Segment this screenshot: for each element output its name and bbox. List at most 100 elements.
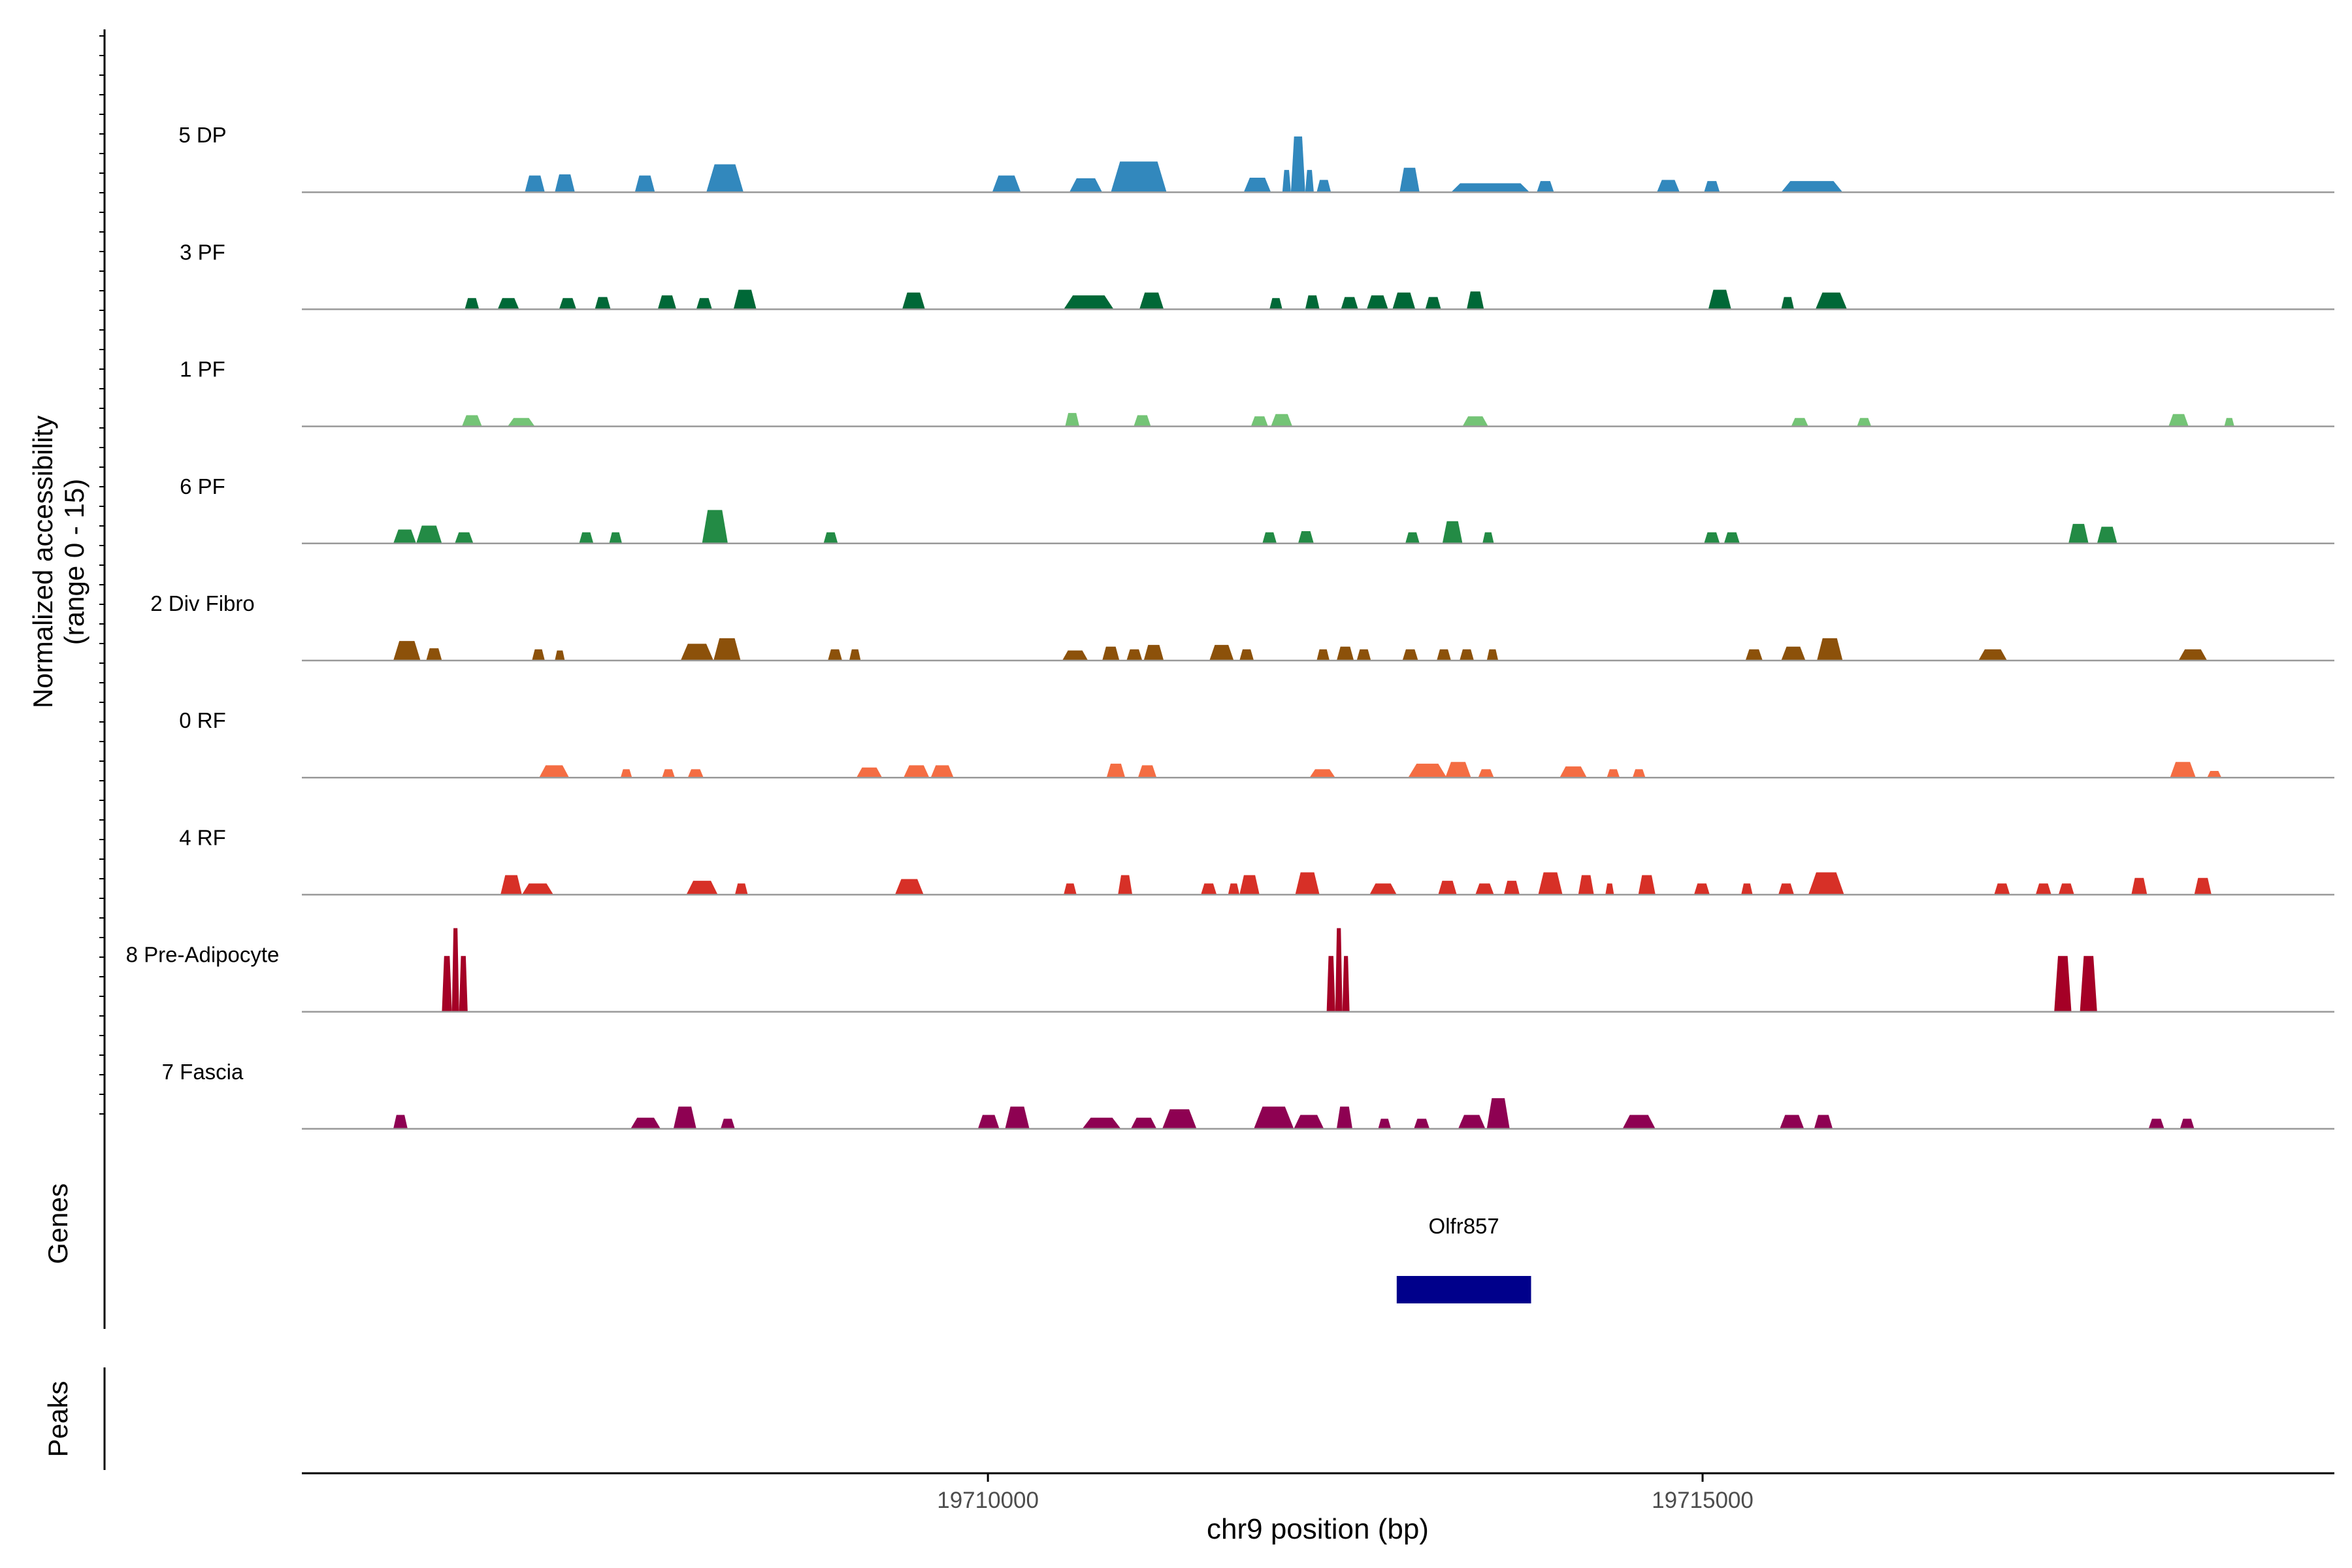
accessibility-peak bbox=[1780, 1115, 1805, 1129]
accessibility-peak bbox=[455, 532, 474, 544]
accessibility-peak bbox=[630, 1117, 661, 1129]
accessibility-peak bbox=[451, 928, 459, 1012]
accessibility-peak bbox=[1657, 180, 1680, 193]
accessibility-peak bbox=[1605, 883, 1614, 895]
accessibility-peak bbox=[1399, 167, 1420, 193]
accessibility-peak bbox=[696, 298, 712, 310]
gene-body bbox=[1396, 1276, 1531, 1303]
accessibility-peak bbox=[1305, 170, 1314, 193]
accessibility-peak bbox=[1102, 646, 1120, 661]
peaks-panel-label: Peaks bbox=[42, 1381, 73, 1458]
accessibility-peak bbox=[687, 769, 704, 778]
track-label: 2 Div Fibro bbox=[150, 591, 255, 615]
accessibility-peak bbox=[2068, 523, 2089, 544]
accessibility-peak bbox=[2194, 877, 2212, 895]
accessibility-peak bbox=[1064, 295, 1114, 310]
accessibility-peak bbox=[1062, 650, 1088, 661]
accessibility-peak bbox=[1143, 645, 1164, 661]
accessibility-peak bbox=[1336, 1106, 1352, 1129]
track-label: 7 Fascia bbox=[162, 1060, 244, 1084]
accessibility-peak bbox=[1978, 649, 2007, 661]
accessibility-peak bbox=[702, 510, 728, 544]
coverage-tracks: 5 DP 3 PF 1 PF 6 PF 2 Div Fibro 0 RF 4 RF 8 Pre… bbox=[126, 123, 2334, 1130]
accessibility-peak bbox=[2170, 762, 2196, 778]
accessibility-peak bbox=[856, 767, 883, 778]
accessibility-peak bbox=[1475, 883, 1494, 895]
accessibility-peak bbox=[1817, 638, 1843, 661]
accessibility-peak bbox=[1369, 883, 1397, 895]
accessibility-peak bbox=[1994, 883, 2010, 895]
accessibility-peak bbox=[1250, 416, 1268, 427]
accessibility-peak bbox=[1342, 956, 1350, 1012]
accessibility-peak bbox=[1295, 872, 1320, 895]
accessibility-peak bbox=[1578, 875, 1594, 895]
accessibility-peak bbox=[1438, 881, 1457, 895]
accessibility-peak bbox=[977, 1115, 1000, 1129]
accessibility-peak bbox=[1064, 883, 1077, 895]
accessibility-peak bbox=[1442, 521, 1463, 544]
accessibility-peak bbox=[1290, 136, 1305, 193]
accessibility-peak bbox=[459, 956, 468, 1012]
accessibility-peak bbox=[733, 289, 757, 310]
accessibility-peak bbox=[902, 292, 925, 310]
x-tick-label: 19715000 bbox=[1652, 1488, 1754, 1513]
accessibility-peak bbox=[1425, 297, 1441, 310]
accessibility-peak bbox=[1693, 883, 1710, 895]
accessibility-peak bbox=[393, 1115, 408, 1129]
accessibility-peak bbox=[662, 769, 675, 778]
accessibility-peak bbox=[1607, 769, 1620, 778]
accessibility-peak bbox=[2180, 1119, 2195, 1129]
accessibility-peak bbox=[1467, 291, 1484, 310]
track-4-rf: 4 RF bbox=[179, 825, 2334, 896]
accessibility-peak bbox=[1269, 298, 1282, 310]
accessibility-peak bbox=[508, 417, 535, 427]
track-label: 8 Pre-Adipocyte bbox=[126, 943, 280, 967]
accessibility-peak bbox=[1137, 765, 1157, 778]
x-axis: 19710000 19715000 bbox=[302, 1472, 2334, 1513]
accessibility-peak bbox=[1402, 649, 1418, 661]
accessibility-peak bbox=[497, 298, 519, 310]
accessibility-peak bbox=[1082, 1117, 1121, 1129]
accessibility-peak bbox=[1408, 763, 1447, 778]
accessibility-peak bbox=[595, 297, 611, 310]
track-label: 0 RF bbox=[179, 708, 226, 732]
accessibility-peak bbox=[2080, 956, 2097, 1012]
accessibility-peak bbox=[2168, 414, 2189, 427]
accessibility-peak bbox=[1638, 875, 1656, 895]
accessibility-peak bbox=[1209, 645, 1234, 661]
accessibility-peak bbox=[894, 879, 924, 895]
accessibility-peak bbox=[680, 644, 714, 661]
accessibility-peak bbox=[1857, 417, 1872, 427]
accessibility-peak bbox=[1708, 289, 1731, 310]
accessibility-peak bbox=[713, 638, 741, 661]
accessibility-peak bbox=[828, 649, 842, 661]
accessibility-peak bbox=[393, 641, 421, 661]
accessibility-peak bbox=[1309, 769, 1335, 778]
coverage-y-axis bbox=[99, 29, 106, 1132]
accessibility-peak bbox=[1622, 1115, 1656, 1129]
track-label: 5 DP bbox=[178, 123, 226, 147]
accessibility-peak bbox=[1162, 1109, 1197, 1129]
accessibility-peak bbox=[462, 415, 482, 427]
accessibility-peak bbox=[1560, 766, 1587, 778]
accessibility-peak bbox=[734, 883, 748, 895]
track-5-dp: 5 DP bbox=[178, 123, 2334, 193]
accessibility-peak bbox=[849, 649, 861, 661]
accessibility-peak bbox=[1704, 532, 1720, 544]
track-label: 1 PF bbox=[180, 357, 225, 382]
accessibility-peak bbox=[393, 529, 416, 544]
accessibility-peak bbox=[1538, 872, 1563, 895]
accessibility-peak bbox=[1482, 532, 1494, 544]
accessibility-peak bbox=[500, 875, 522, 895]
accessibility-peak bbox=[2178, 649, 2208, 661]
accessibility-peak bbox=[1814, 1115, 1833, 1129]
track-3-pf: 3 PF bbox=[180, 240, 2334, 310]
accessibility-peak bbox=[1778, 883, 1794, 895]
accessibility-peak bbox=[1781, 181, 1843, 193]
accessibility-peak bbox=[1282, 170, 1291, 193]
accessibility-peak bbox=[1243, 178, 1271, 193]
accessibility-peak bbox=[426, 648, 442, 661]
accessibility-peak bbox=[2224, 417, 2234, 427]
